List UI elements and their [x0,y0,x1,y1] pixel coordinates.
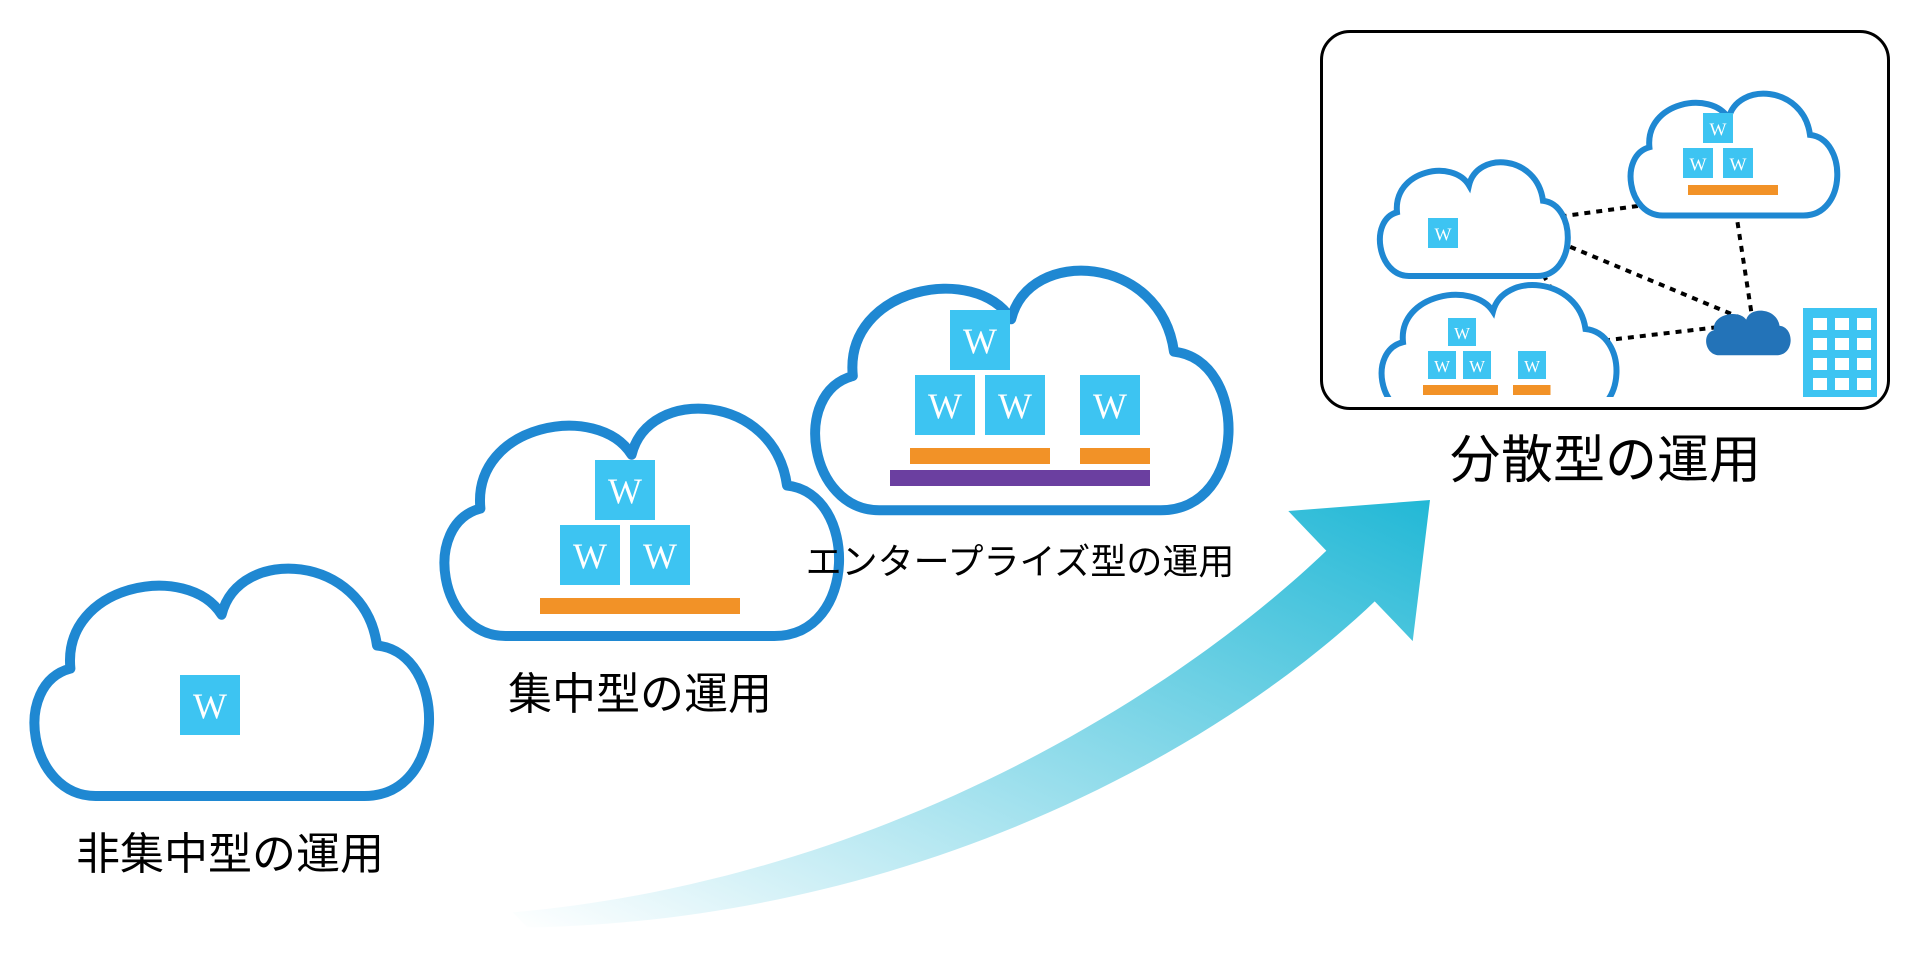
svg-text:W: W [1469,357,1485,376]
svg-text:W: W [1454,324,1470,343]
stage-enterprise: WWWW エンタープライズ型の運用 [800,230,1240,585]
label-decentralized: 非集中型の運用 [76,818,384,882]
svg-text:W: W [1730,155,1747,175]
svg-text:W: W [928,386,962,426]
label-enterprise: エンタープライズ型の運用 [806,533,1235,585]
stage-distributed: WWWWWWWW 分散型の運用 [1320,30,1890,493]
svg-text:W: W [1435,225,1452,245]
svg-text:W: W [1434,357,1450,376]
label-distributed: 分散型の運用 [1449,418,1761,493]
svg-text:W: W [1710,120,1727,140]
label-centralized: 集中型の運用 [508,658,772,722]
distributed-diagram: WWWWWWWW [1333,43,1877,397]
distributed-highlight-box: WWWWWWWW [1320,30,1890,410]
svg-text:W: W [643,536,677,576]
cloud-decentralized: W [20,530,440,810]
svg-text:W: W [1524,357,1540,376]
cloud-centralized: WWW [430,370,850,650]
stage-centralized: WWW 集中型の運用 [430,370,850,722]
svg-text:W: W [1093,386,1127,426]
svg-text:W: W [1690,155,1707,175]
svg-text:W: W [963,321,997,361]
cloud-enterprise: WWWW [800,230,1240,525]
stage-decentralized: W 非集中型の運用 [20,530,440,882]
svg-text:W: W [193,686,227,726]
svg-text:W: W [998,386,1032,426]
svg-text:W: W [573,536,607,576]
svg-text:W: W [608,471,642,511]
